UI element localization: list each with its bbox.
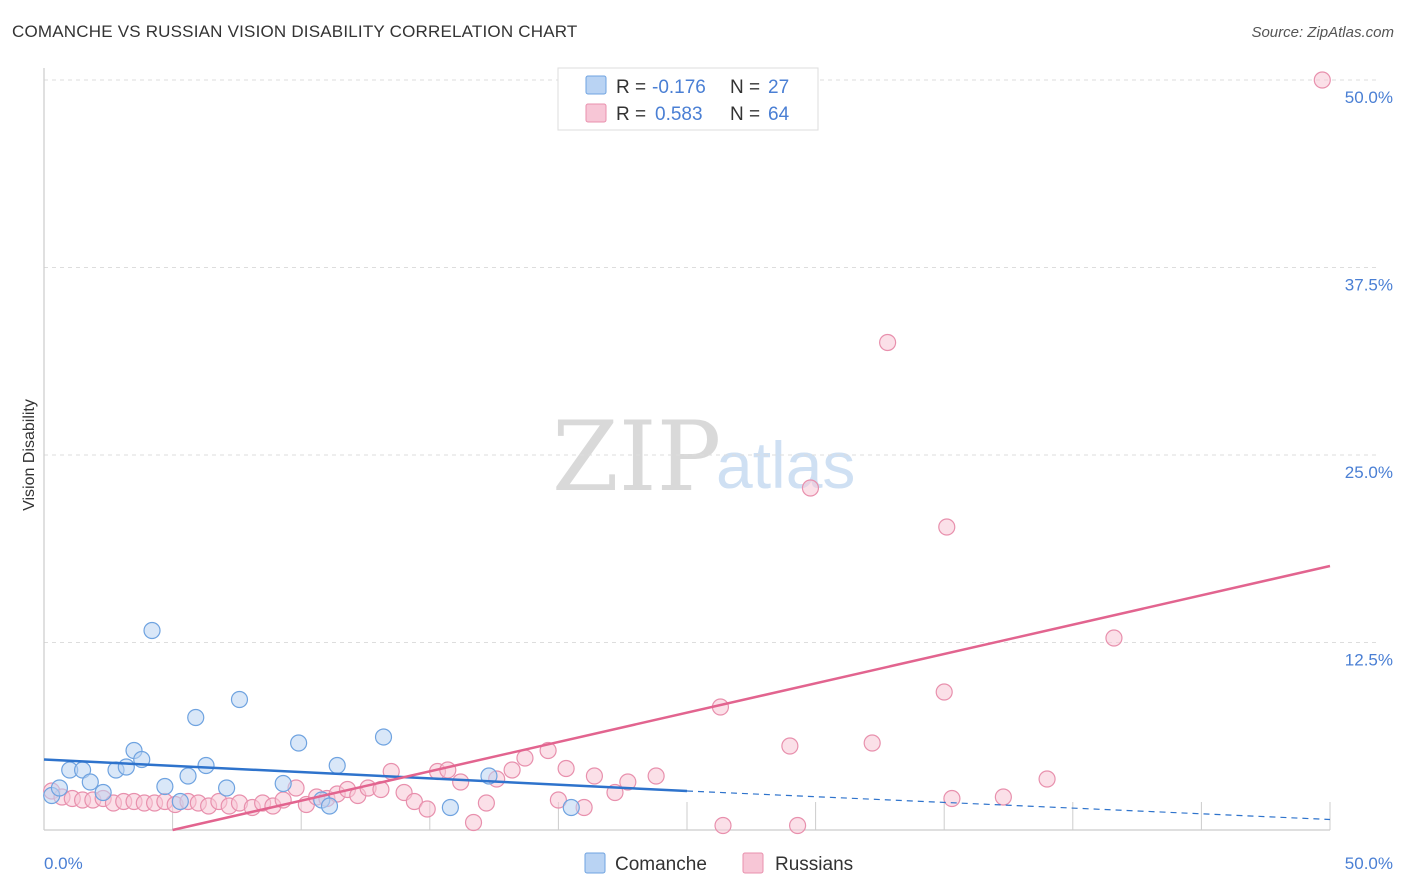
russians-point [801, 479, 820, 497]
russians-point [647, 767, 665, 785]
comanche-point [197, 756, 215, 775]
russians-point [994, 788, 1012, 806]
x-tick-label-min: 0.0% [44, 854, 83, 873]
comanche-point [218, 779, 236, 797]
russians-point [714, 816, 732, 835]
comanche-point [374, 728, 393, 746]
russians-trendline [172, 564, 1331, 832]
watermark-atlas: atlas [716, 428, 855, 502]
comanche-point [117, 758, 135, 776]
bottom-legend-russians: Russians [775, 854, 853, 875]
legend-swatch-comanche [585, 75, 607, 95]
y-tick-label: 37.5% [1345, 276, 1393, 295]
comanche-point [50, 779, 69, 797]
legend-russians-n-label: N = [730, 104, 760, 125]
legend-swatch-russians [585, 103, 607, 123]
trendlines [43, 564, 1331, 832]
grid [44, 79, 1380, 643]
russians-point [418, 800, 436, 818]
russians-point [1038, 770, 1056, 788]
legend-comanche-r-value: -0.176 [652, 77, 706, 98]
bottom-legend-swatch-comanche [584, 852, 606, 874]
russians-point [935, 683, 953, 701]
comanche-point [328, 756, 346, 775]
comanche-point [94, 783, 112, 802]
comanche-point [179, 767, 197, 785]
comanche-point [230, 690, 249, 709]
russians-point [863, 734, 881, 752]
y-tick-label: 50.0% [1345, 88, 1393, 107]
bottom-legend-swatch-russians [742, 852, 764, 874]
y-tick-labels: 12.5% 25.0% 37.5% 50.0% [1345, 88, 1393, 670]
russians-point [943, 789, 961, 808]
series-legend: Comanche Russians [584, 852, 853, 875]
x-tick-label-max: 50.0% [1345, 854, 1393, 873]
comanche-point [156, 777, 174, 796]
russians-point [585, 767, 604, 785]
legend-russians-r-label: R = [616, 104, 646, 125]
russians-point [879, 333, 897, 352]
y-tick-label: 12.5% [1345, 651, 1393, 670]
series-comanche-points [43, 621, 580, 817]
russians-point [503, 761, 521, 779]
russians-point [781, 737, 799, 755]
comanche-point [441, 798, 459, 817]
russians-point [405, 792, 423, 811]
legend-comanche-n-value: 27 [768, 77, 789, 98]
russians-point [938, 518, 956, 536]
russians-point [439, 761, 457, 779]
comanche-point [562, 798, 580, 817]
russians-point [1105, 629, 1123, 647]
russians-point [452, 773, 470, 791]
legend-russians-n-value: 64 [768, 104, 790, 125]
russians-point [477, 794, 495, 812]
comanche-point [187, 708, 205, 727]
russians-point [1313, 71, 1331, 89]
russians-point [788, 816, 807, 835]
comanche-point [274, 774, 292, 793]
comanche-point [81, 773, 99, 791]
russians-point [549, 791, 568, 809]
comanche-trendline-extension [686, 790, 1331, 821]
legend-comanche-n-label: N = [730, 77, 760, 98]
comanche-point [143, 621, 161, 640]
y-tick-label: 25.0% [1345, 463, 1393, 482]
bottom-legend-comanche: Comanche [615, 854, 707, 875]
source-label: Source: ZipAtlas.com [1251, 24, 1394, 41]
comanche-trendline [43, 758, 688, 793]
stats-legend: R = -0.176 N = 27 R = 0.583 N = 64 [557, 67, 819, 131]
russians-point [464, 813, 483, 832]
russians-point [557, 759, 575, 778]
comanche-point [290, 734, 308, 752]
x-tick-marks [172, 802, 1331, 830]
comanche-point [171, 792, 189, 811]
legend-russians-r-value: 0.583 [655, 104, 703, 125]
comanche-point [320, 797, 339, 815]
chart-title: COMANCHE VS RUSSIAN VISION DISABILITY CO… [12, 22, 578, 41]
y-axis-label: Vision Disability [21, 399, 38, 511]
russians-point [516, 749, 534, 767]
russians-point [619, 773, 637, 791]
legend-comanche-r-label: R = [616, 77, 646, 98]
watermark: ZIP atlas [552, 401, 855, 513]
watermark-zip: ZIP [552, 401, 721, 513]
